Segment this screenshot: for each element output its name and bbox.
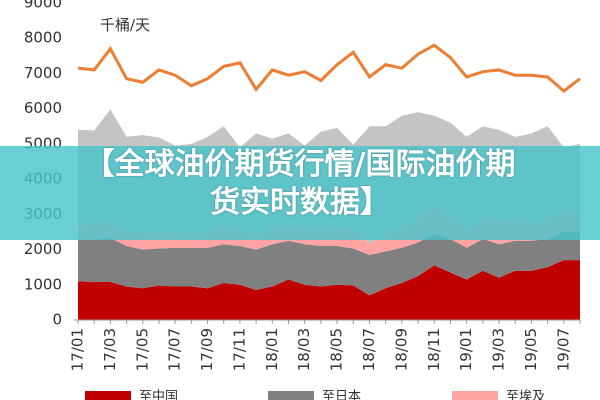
x-tick-label: 17/03: [101, 328, 119, 371]
y-tick-label: 6000: [24, 99, 62, 117]
x-tick-label: 17/05: [133, 328, 151, 371]
legend-swatch: [452, 391, 498, 400]
area: [78, 260, 580, 320]
x-tick-label: 18/11: [425, 328, 443, 371]
y-tick-label: 8000: [24, 29, 62, 47]
legend-label: 至埃及: [506, 390, 545, 400]
x-tick-label: 18/05: [328, 328, 346, 371]
unit-annotation: 千桶/天: [100, 16, 150, 34]
y-tick-label: 7000: [24, 64, 62, 82]
y-tick-label: 1000: [24, 275, 62, 293]
x-tick-label: 18/03: [295, 328, 313, 371]
x-tick-label: 18/09: [392, 328, 410, 371]
x-tick-label: 18/01: [263, 328, 281, 371]
x-tick-label: 17/01: [69, 328, 87, 371]
x-tick-label: 17/11: [230, 328, 248, 371]
banner: 【全球油价期货行情/国际油价期 货实时数据】: [0, 146, 600, 240]
total-line: [77, 43, 581, 93]
x-tick-label: 17/07: [166, 328, 184, 371]
x-tick-label: 19/03: [490, 328, 508, 371]
y-tick-label: 9000: [24, 0, 62, 12]
x-tick-label: 19/01: [457, 328, 475, 371]
x-tick-label: 18/07: [360, 328, 378, 371]
x-tick-label: 19/07: [554, 328, 572, 371]
legend-label: 至日本: [322, 390, 361, 400]
legend-swatch: [85, 391, 131, 400]
y-tick-label: 2000: [24, 240, 62, 258]
legend-label: 至中国: [139, 390, 178, 400]
banner-line: 货实时数据】: [210, 185, 390, 220]
legend-swatch: [268, 391, 314, 400]
x-tick-label: 17/09: [198, 328, 216, 371]
x-tick-label: 19/05: [522, 328, 540, 371]
y-tick-label: 0: [52, 311, 62, 329]
banner-line: 【全球油价期货行情/国际油价期: [84, 147, 516, 182]
